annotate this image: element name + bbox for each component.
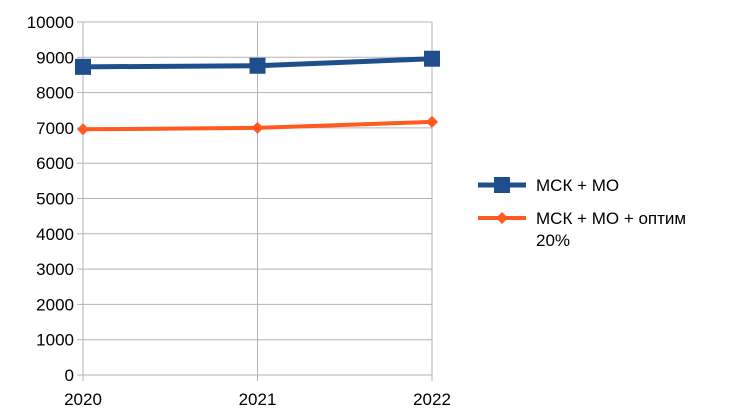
legend-marker	[496, 212, 508, 224]
legend-label: 20%	[536, 231, 570, 250]
y-tick-labels: 0 1000 2000 3000 4000 5000 6000 7000 8000 9000 100…	[27, 13, 83, 385]
x-tick-label: 2021	[239, 390, 277, 409]
y-tick-label: 3000	[36, 260, 74, 279]
y-tick-label: 7000	[36, 119, 74, 138]
y-tick-label: 4000	[36, 225, 74, 244]
y-tick-label: 9000	[36, 48, 74, 67]
y-tick-label: 8000	[36, 84, 74, 103]
legend-item: МСК + МО	[478, 176, 619, 195]
y-tick-label: 2000	[36, 295, 74, 314]
series-group	[75, 50, 440, 136]
legend-item: МСК + МО + оптим 20%	[478, 209, 686, 250]
data-point	[424, 50, 440, 67]
data-point	[249, 57, 266, 74]
legend-label: МСК + МО	[536, 176, 619, 195]
y-tick-label: 1000	[36, 331, 74, 350]
x-tick-labels: 2020 2021 2022	[64, 375, 451, 409]
data-point	[75, 58, 91, 75]
x-tick-label: 2020	[64, 390, 102, 409]
y-tick-label: 10000	[27, 13, 74, 32]
x-tick-label: 2022	[413, 390, 451, 409]
legend: МСК + МО МСК + МО + оптим 20%	[478, 176, 686, 250]
y-tick-label: 6000	[36, 154, 74, 173]
series-2	[77, 115, 438, 136]
data-point	[426, 115, 438, 128]
gridlines	[83, 21, 433, 375]
legend-marker	[494, 177, 510, 193]
data-point	[251, 121, 264, 134]
y-tick-label: 5000	[36, 190, 74, 209]
legend-label: МСК + МО + оптим	[536, 209, 686, 228]
y-tick-label: 0	[65, 366, 74, 385]
series-1	[75, 50, 440, 75]
data-point	[77, 123, 89, 136]
